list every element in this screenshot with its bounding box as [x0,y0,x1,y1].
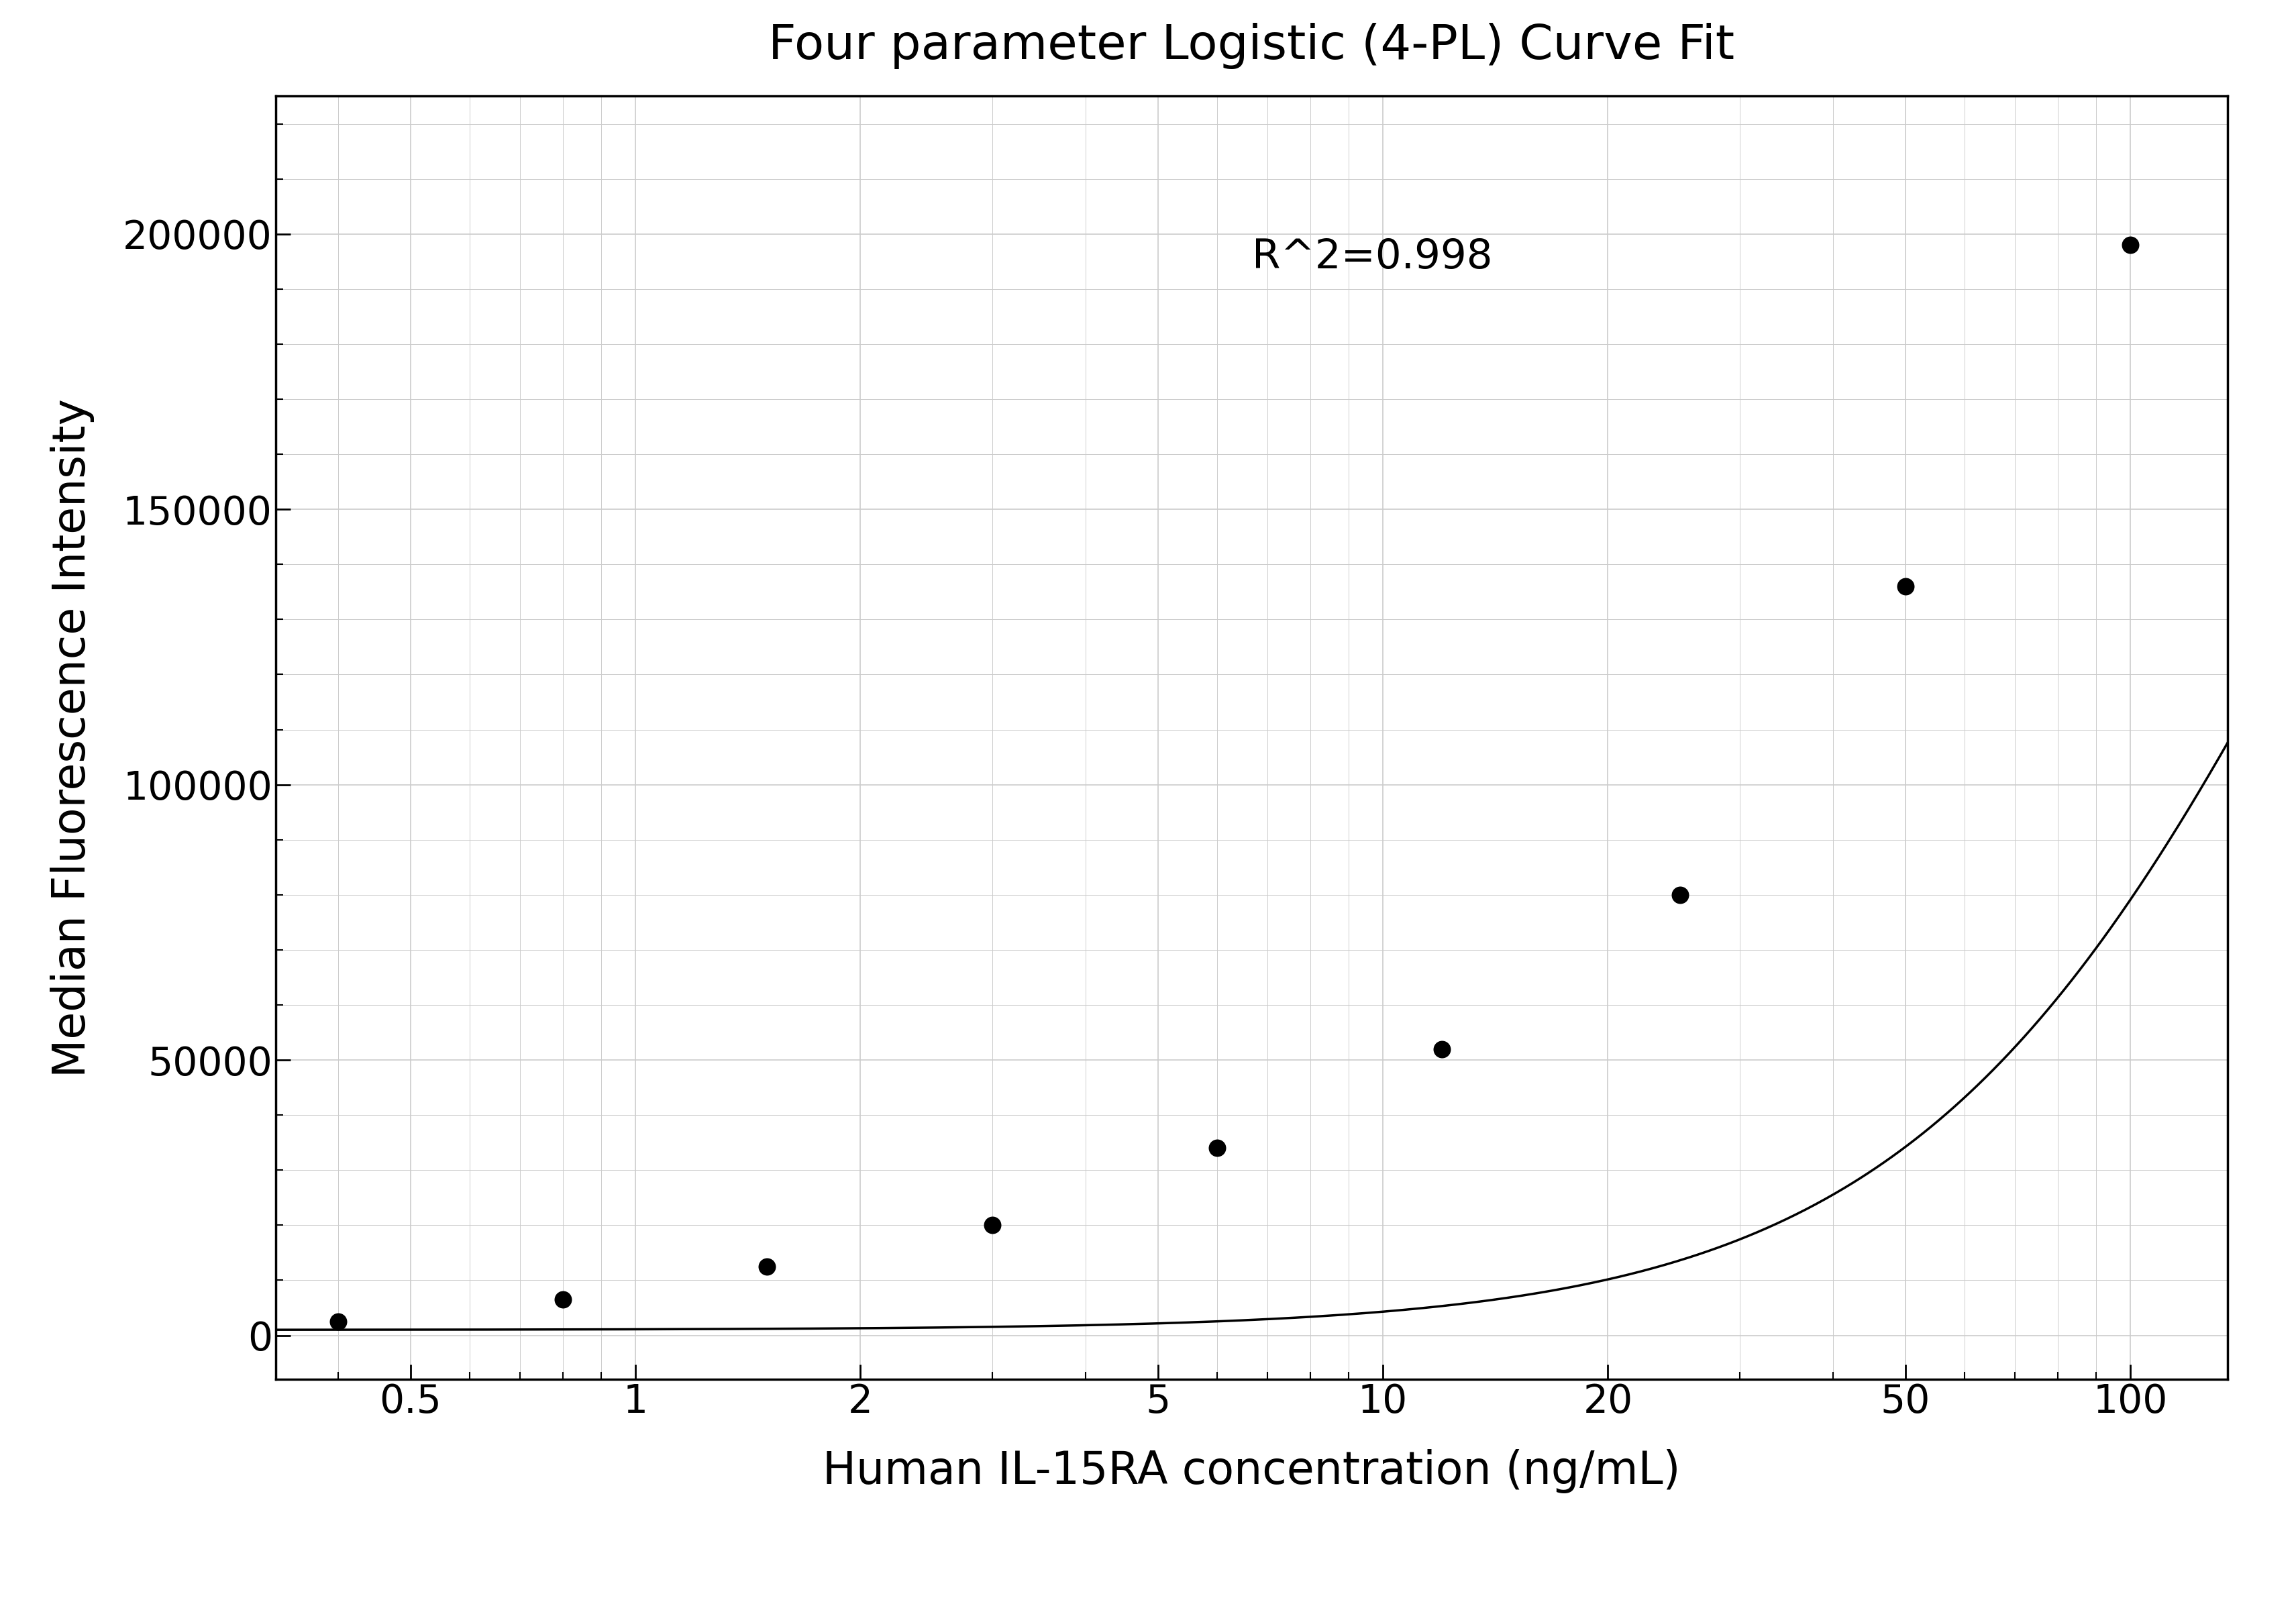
X-axis label: Human IL-15RA concentration (ng/mL): Human IL-15RA concentration (ng/mL) [822,1448,1681,1493]
Point [1424,1036,1460,1062]
Y-axis label: Median Fluorescence Intensity: Median Fluorescence Intensity [51,398,94,1078]
Point [544,1286,581,1312]
Text: R^2=0.998: R^2=0.998 [1251,237,1492,277]
Point [748,1254,785,1280]
Point [1662,882,1699,908]
Point [2112,233,2149,258]
Point [319,1309,356,1335]
Point [1199,1136,1235,1161]
Title: Four parameter Logistic (4-PL) Curve Fit: Four parameter Logistic (4-PL) Curve Fit [769,22,1733,69]
Point [1887,574,1924,600]
Point [974,1213,1010,1238]
